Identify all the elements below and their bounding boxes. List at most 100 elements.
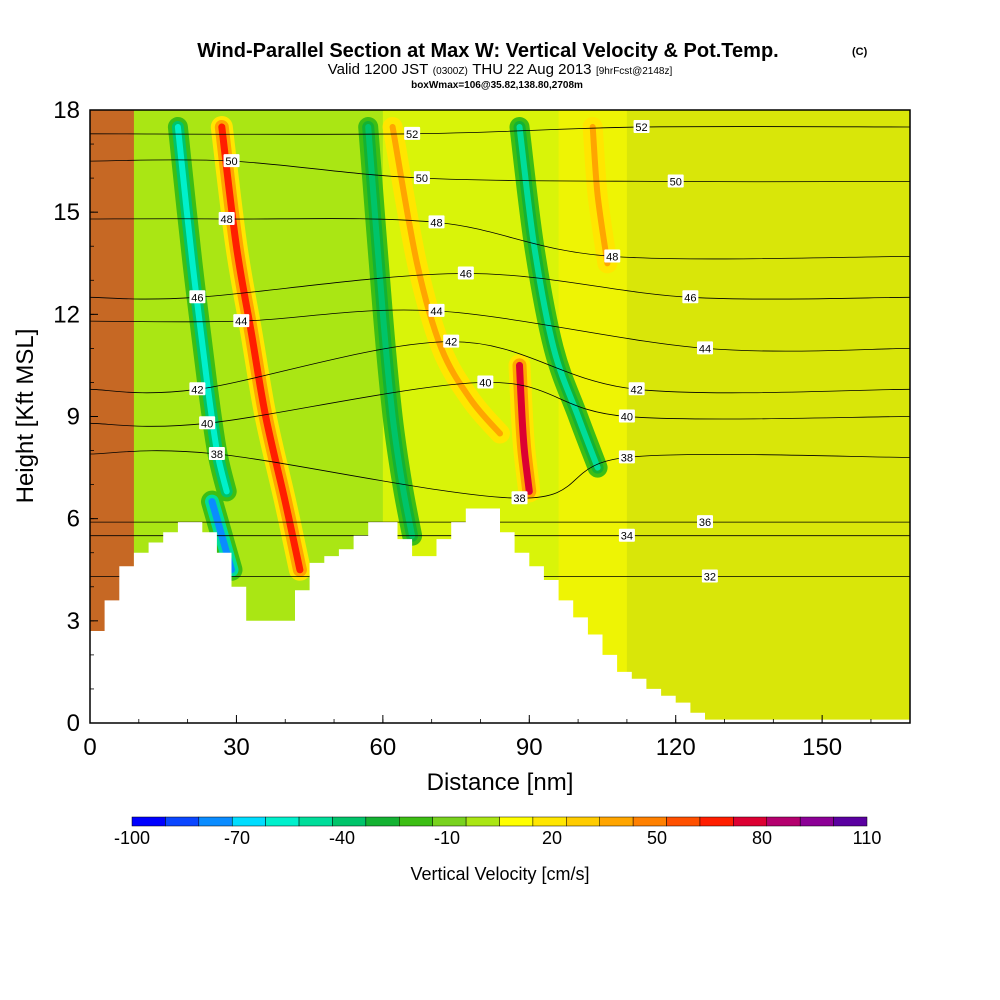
colorbar-swatch	[833, 816, 868, 827]
y-tick-label: 0	[67, 710, 80, 737]
theta-label-box	[428, 215, 445, 229]
theta-contour-50	[90, 159, 910, 183]
theta-label: 38	[208, 446, 225, 461]
colorbar-swatch	[399, 816, 433, 827]
x-axis-label: Distance [nm]	[427, 769, 574, 796]
colorbar-swatch	[198, 816, 233, 827]
theta-label-text: 42	[191, 384, 203, 396]
theta-label-text: 48	[430, 217, 442, 229]
w-band-updraft-band-A	[218, 123, 304, 574]
colorbar-tick-label: 110	[853, 828, 882, 848]
theta-label-box	[604, 249, 621, 263]
theta-label-box	[413, 171, 430, 185]
theta-label: 36	[697, 515, 713, 529]
theta-label: 34	[618, 528, 635, 543]
potential-temperature-labels: 52 52 50 50 50 48 48 48 46 46 46 44 44 44 42 42 42 40 40 40…	[189, 120, 718, 584]
colorbar-label: Vertical Velocity [cm/s]	[410, 864, 589, 884]
theta-label: 38	[511, 491, 528, 505]
theta-label: 40	[477, 375, 494, 389]
x-tick-label: 0	[83, 734, 96, 761]
colorbar: -100 -70 -40 -10 20 50 80 110 Vertical Velocity…	[114, 816, 881, 884]
plot-area: 52 52 50 50 50 48 48 48 46 46 46 44 44 44 42 42 42 40 40 40…	[90, 110, 910, 723]
theta-label: 40	[618, 409, 635, 424]
theta-label: 50	[413, 171, 430, 185]
theta-label: 50	[667, 174, 684, 189]
valid-line: Valid 1200 JST (0300Z) THU 22 Aug 2013 […	[328, 61, 673, 78]
theta-label-box	[701, 569, 718, 583]
colorbar-tick-label: -100	[114, 828, 150, 848]
theta-label-text: 38	[211, 449, 223, 461]
theta-label-text: 50	[416, 173, 428, 185]
theta-label-text: 34	[621, 531, 633, 543]
w-band-updraft-band-B	[389, 124, 503, 437]
theta-label: 48	[218, 211, 235, 226]
theta-label: 46	[457, 266, 474, 280]
theta-label-box	[233, 314, 250, 328]
theta-label-text: 52	[635, 122, 647, 134]
theta-label-text: 50	[225, 156, 237, 168]
theta-label-box	[443, 334, 460, 348]
theta-label-box	[511, 491, 528, 505]
colorbar-swatch	[733, 816, 768, 827]
terrain	[90, 508, 910, 723]
colorbar-tick-label: -40	[329, 828, 355, 848]
theta-label-box	[457, 266, 474, 280]
colorbar-ticks: -100 -70 -40 -10 20 50 80 110	[114, 828, 881, 848]
theta-label: 44	[697, 341, 713, 355]
theta-label: 32	[701, 569, 718, 584]
theta-contour-42	[90, 341, 910, 394]
theta-label-text: 36	[699, 517, 711, 529]
colorbar-swatch	[599, 816, 634, 827]
theta-label-box	[223, 154, 240, 168]
theta-label-box	[404, 126, 421, 140]
colorbar-swatch	[532, 816, 567, 827]
box-info: boxWmax=106@35.82,138.80,2708m	[411, 80, 583, 91]
colorbar-swatch	[298, 816, 333, 827]
theta-label-text: 44	[699, 343, 711, 355]
colorbar-swatch	[666, 816, 701, 827]
theta-label: 52	[633, 120, 650, 134]
theta-label-box	[208, 446, 225, 460]
theta-label-box	[633, 120, 650, 134]
theta-label: 52	[404, 126, 421, 141]
theta-label: 42	[628, 382, 645, 396]
potential-temperature-contours	[90, 126, 910, 578]
colorbar-tick-label: 80	[752, 828, 772, 848]
colorbar-swatch	[799, 816, 834, 827]
theta-label-box	[618, 528, 635, 542]
theta-label-box	[697, 341, 713, 355]
x-axis-ticks: 0 30 60 90 120 150	[83, 715, 872, 761]
theta-label-box	[189, 290, 206, 304]
theta-label-text: 40	[201, 418, 213, 430]
colorbar-swatch	[499, 816, 534, 827]
theta-label-text: 46	[191, 292, 203, 304]
theta-label-box	[618, 409, 635, 423]
theta-label: 38	[618, 450, 635, 464]
theta-label-text: 42	[445, 337, 457, 349]
colorbar-tick-label: -70	[224, 828, 250, 848]
y-tick-label: 9	[67, 404, 80, 431]
theta-label-text: 38	[621, 452, 633, 464]
chart-title-tag: (C)	[852, 46, 868, 58]
theta-label-box	[682, 290, 699, 304]
theta-label-box	[477, 375, 494, 389]
y-tick-label: 18	[53, 97, 80, 124]
w-band-updraft-band-D	[589, 124, 611, 267]
theta-label-text: 44	[235, 316, 247, 328]
colorbar-tick-label: -10	[434, 828, 460, 848]
theta-label-text: 48	[606, 251, 618, 263]
theta-label-box	[667, 174, 684, 188]
w-band-downdraft-band-C	[516, 124, 601, 471]
colorbar-swatches	[131, 816, 868, 827]
y-tick-label: 15	[53, 199, 80, 226]
colorbar-swatch	[766, 816, 801, 827]
theta-contour-52	[90, 126, 910, 135]
theta-label: 50	[223, 154, 240, 168]
theta-label-box	[697, 515, 713, 529]
theta-label: 44	[428, 303, 445, 318]
colorbar-tick-label: 20	[542, 828, 562, 848]
colorbar-swatch	[566, 816, 600, 827]
colorbar-swatch	[465, 816, 500, 827]
theta-label-box	[628, 382, 645, 396]
theta-label: 40	[199, 416, 216, 430]
